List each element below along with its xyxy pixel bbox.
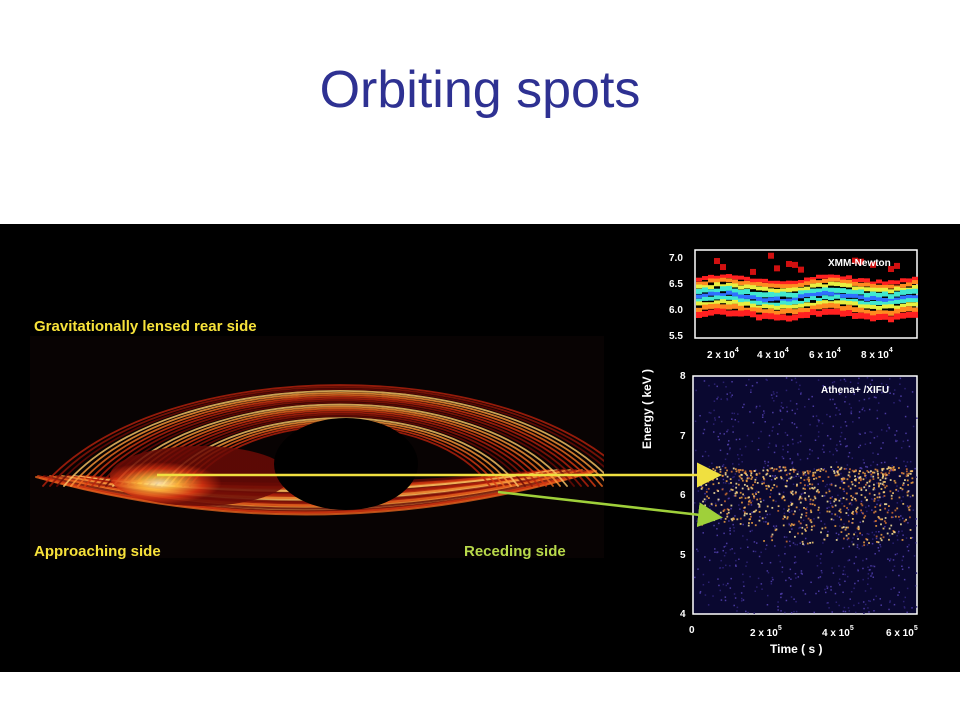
xmm-xtick-6e4: 6 x 104 — [809, 347, 841, 361]
athena-ytick-4: 4 — [680, 609, 686, 620]
xmm-ytick-6: 6.0 — [669, 305, 683, 316]
accretion-disk-drawing — [35, 384, 604, 516]
black-hole-shadow — [274, 418, 418, 510]
athena-instrument-label: Athena+ /XIFU — [821, 385, 890, 396]
xmm-xtick-4e4: 4 x 104 — [757, 347, 789, 361]
xmm-xtick-2e4: 2 x 104 — [707, 347, 739, 361]
athena-ytick-5: 5 — [680, 550, 686, 561]
athena-xtick-4e5: 4 x 105 — [822, 625, 854, 639]
rear-side-label: Gravitationally lensed rear side — [34, 318, 257, 335]
athena-xtick-0: 0 — [689, 625, 695, 636]
xmm-ytick-6-5: 6.5 — [669, 279, 683, 290]
athena-ytick-7: 7 — [680, 431, 686, 442]
approaching-side-label: Approaching side — [34, 543, 161, 560]
xmm-instrument-label: XMM-Newton — [828, 258, 891, 269]
athena-ytick-8: 8 — [680, 371, 686, 382]
xmm-ytick-5-5: 5.5 — [669, 331, 683, 342]
athena-xtick-2e5: 2 x 105 — [750, 625, 782, 639]
athena-ytick-6: 6 — [680, 490, 686, 501]
slide-title: Orbiting spots — [319, 61, 641, 119]
athena-xtick-6e5: 6 x 105 — [886, 625, 918, 639]
xmm-xtick-8e4: 8 x 104 — [861, 347, 893, 361]
athena-y-axis-label: Energy ( keV ) — [640, 368, 654, 450]
athena-x-axis-label: Time ( s ) — [770, 642, 823, 656]
receding-side-label: Receding side — [464, 543, 566, 560]
accretion-disk-image — [30, 336, 604, 558]
xmm-ytick-7: 7.0 — [669, 253, 683, 264]
